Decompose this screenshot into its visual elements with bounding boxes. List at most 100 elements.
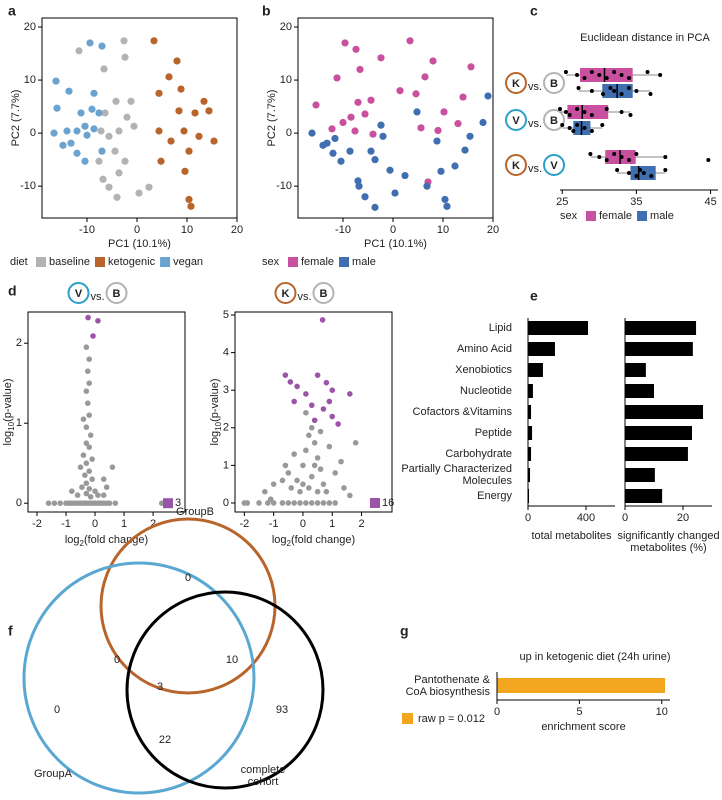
point xyxy=(326,500,333,506)
region-count: 22 xyxy=(159,734,171,746)
point xyxy=(461,146,469,154)
x-tick-label: 5 xyxy=(576,706,582,718)
point xyxy=(615,168,620,172)
category-label: CoA biosynthesis xyxy=(406,686,491,698)
letter: B xyxy=(550,78,558,90)
category-label: Cofactors &Vitamins xyxy=(413,406,513,418)
y-tick-label: -10 xyxy=(20,180,36,192)
point xyxy=(329,413,336,420)
x-tick-label: 2 xyxy=(358,518,364,530)
point xyxy=(53,104,61,112)
point xyxy=(604,158,609,162)
category-label: Partially Characterized xyxy=(401,463,512,475)
point xyxy=(589,70,594,74)
point xyxy=(589,113,594,117)
point xyxy=(175,107,183,115)
point xyxy=(67,139,75,147)
category-label: Pantothenate & xyxy=(414,674,491,686)
x-tick-label: 0 xyxy=(525,512,531,524)
x-axis-label: PC1 (10.1%) xyxy=(108,238,171,250)
point xyxy=(329,149,337,157)
point xyxy=(285,500,292,506)
point xyxy=(282,372,289,378)
point xyxy=(303,447,309,454)
point xyxy=(99,175,107,183)
point xyxy=(604,107,609,111)
axis-label-part: log xyxy=(272,534,287,546)
letter-circle xyxy=(105,282,128,304)
axis-label-part: (p-value) xyxy=(2,379,14,422)
y-tick-label: 1 xyxy=(16,417,22,429)
legend-title: sex xyxy=(560,210,578,222)
bar xyxy=(528,384,533,398)
x-tick-label: 10 xyxy=(437,224,449,236)
panel-label: b xyxy=(262,3,271,19)
x-axis-label: enrichment score xyxy=(541,721,625,733)
point xyxy=(308,402,315,409)
panel-label: c xyxy=(530,3,538,19)
point xyxy=(391,189,399,197)
axis-label-part: log xyxy=(2,431,14,446)
point xyxy=(634,174,639,178)
point xyxy=(396,87,404,95)
point xyxy=(406,37,414,45)
axis-label-part: (fold change) xyxy=(291,534,355,546)
point xyxy=(285,470,292,476)
legend-swatch xyxy=(94,257,105,267)
x-axis-label: total metabolites xyxy=(531,530,612,542)
point xyxy=(437,167,445,175)
point xyxy=(80,416,87,423)
x-tick-label: 0 xyxy=(92,518,98,530)
y-tick-label: 2 xyxy=(16,337,22,349)
region-count: 10 xyxy=(226,654,238,666)
point xyxy=(341,485,347,491)
point xyxy=(155,89,163,97)
legend-label: female xyxy=(599,210,632,222)
bar xyxy=(625,426,692,440)
panel-label: a xyxy=(8,3,16,19)
point xyxy=(339,118,347,127)
point xyxy=(187,202,195,210)
category-label: Lipid xyxy=(489,322,512,334)
point xyxy=(371,203,379,211)
point xyxy=(205,107,213,115)
point xyxy=(443,202,451,210)
point xyxy=(89,456,95,463)
point xyxy=(600,123,605,127)
point xyxy=(347,492,353,499)
point xyxy=(200,97,208,105)
bar xyxy=(625,489,663,503)
x-tick-label: 0 xyxy=(134,224,140,236)
point xyxy=(270,481,277,487)
point xyxy=(612,70,617,74)
point xyxy=(421,73,429,81)
chart-title: Euclidean distance in PCA xyxy=(580,32,710,44)
point xyxy=(105,132,113,140)
point xyxy=(328,125,336,133)
point xyxy=(90,333,96,339)
point xyxy=(628,113,633,117)
point xyxy=(320,406,327,412)
point xyxy=(103,484,110,491)
point xyxy=(303,409,309,416)
point xyxy=(401,171,409,180)
bar xyxy=(528,405,532,419)
point xyxy=(608,86,613,90)
y-tick-label: 3 xyxy=(223,384,229,396)
point xyxy=(582,126,587,130)
point xyxy=(135,189,143,197)
point xyxy=(619,110,624,114)
plot-frame xyxy=(41,17,238,219)
letter: V xyxy=(550,160,558,172)
point xyxy=(74,492,81,499)
letter-circle xyxy=(505,72,527,94)
point xyxy=(377,121,385,129)
point xyxy=(560,123,565,127)
point xyxy=(75,47,83,55)
x-tick-label: 400 xyxy=(577,512,595,524)
bar xyxy=(528,426,533,440)
point xyxy=(185,147,193,155)
point xyxy=(597,73,602,77)
point xyxy=(86,380,93,387)
